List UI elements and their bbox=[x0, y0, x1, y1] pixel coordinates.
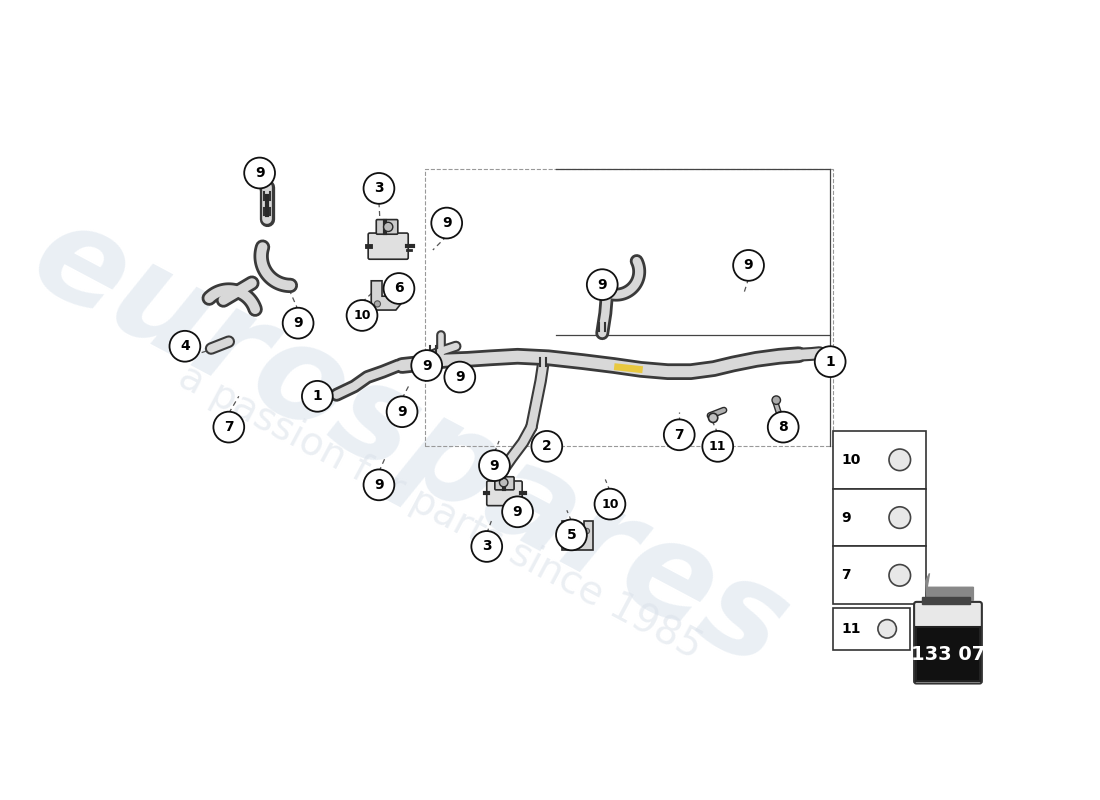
Text: 9: 9 bbox=[442, 216, 451, 230]
Bar bbox=[916, 627, 979, 682]
FancyBboxPatch shape bbox=[486, 481, 522, 506]
Circle shape bbox=[889, 506, 911, 528]
Text: 7: 7 bbox=[674, 428, 684, 442]
Circle shape bbox=[531, 431, 562, 462]
Circle shape bbox=[384, 222, 393, 231]
Text: 3: 3 bbox=[374, 182, 384, 195]
Circle shape bbox=[708, 414, 717, 422]
Bar bbox=[834, 546, 926, 604]
Text: 10: 10 bbox=[353, 309, 371, 322]
Text: 8: 8 bbox=[779, 420, 788, 434]
Text: 11: 11 bbox=[710, 440, 726, 453]
Text: 9: 9 bbox=[455, 370, 464, 384]
Circle shape bbox=[478, 450, 509, 481]
Circle shape bbox=[768, 412, 799, 442]
Text: eurospares: eurospares bbox=[11, 190, 808, 694]
Bar bbox=[425, 169, 834, 446]
Circle shape bbox=[364, 173, 395, 204]
Text: 9: 9 bbox=[490, 458, 499, 473]
Circle shape bbox=[301, 381, 332, 412]
Circle shape bbox=[584, 528, 590, 534]
Circle shape bbox=[364, 470, 395, 500]
Text: a passion for parts since 1985: a passion for parts since 1985 bbox=[173, 358, 708, 666]
FancyBboxPatch shape bbox=[914, 602, 982, 683]
Circle shape bbox=[502, 496, 532, 527]
FancyBboxPatch shape bbox=[376, 219, 398, 234]
Circle shape bbox=[387, 396, 418, 427]
Text: 9: 9 bbox=[294, 316, 302, 330]
Text: 9: 9 bbox=[513, 505, 522, 519]
Text: 5: 5 bbox=[566, 528, 576, 542]
Circle shape bbox=[384, 273, 415, 304]
Text: 9: 9 bbox=[374, 478, 384, 492]
Circle shape bbox=[431, 208, 462, 238]
Text: 3: 3 bbox=[482, 539, 492, 554]
Text: 133 07: 133 07 bbox=[911, 645, 986, 664]
Circle shape bbox=[889, 449, 911, 470]
Bar bbox=[834, 608, 911, 650]
Circle shape bbox=[889, 565, 911, 586]
Circle shape bbox=[815, 346, 846, 377]
Text: 1: 1 bbox=[312, 390, 322, 403]
Text: 9: 9 bbox=[597, 278, 607, 292]
Text: 9: 9 bbox=[744, 258, 754, 272]
Circle shape bbox=[734, 250, 763, 281]
Circle shape bbox=[664, 419, 695, 450]
Circle shape bbox=[557, 519, 587, 550]
Text: 11: 11 bbox=[842, 622, 860, 636]
Circle shape bbox=[772, 396, 781, 404]
FancyBboxPatch shape bbox=[368, 233, 408, 259]
Circle shape bbox=[213, 412, 244, 442]
Circle shape bbox=[169, 331, 200, 362]
Circle shape bbox=[393, 290, 399, 295]
Circle shape bbox=[346, 300, 377, 331]
Text: 10: 10 bbox=[602, 498, 618, 510]
Polygon shape bbox=[562, 521, 593, 550]
Circle shape bbox=[499, 478, 508, 486]
FancyBboxPatch shape bbox=[495, 477, 514, 490]
Circle shape bbox=[587, 270, 618, 300]
Circle shape bbox=[703, 431, 733, 462]
Bar bbox=[834, 489, 926, 546]
Circle shape bbox=[878, 619, 896, 638]
Circle shape bbox=[283, 308, 313, 338]
Text: 4: 4 bbox=[180, 339, 190, 354]
Text: 9: 9 bbox=[422, 358, 431, 373]
Bar bbox=[834, 431, 926, 489]
Text: 1: 1 bbox=[825, 354, 835, 369]
Circle shape bbox=[411, 350, 442, 381]
Polygon shape bbox=[926, 574, 974, 600]
Circle shape bbox=[444, 362, 475, 393]
Circle shape bbox=[472, 531, 502, 562]
Polygon shape bbox=[372, 281, 403, 310]
Text: 6: 6 bbox=[394, 282, 404, 295]
Text: 2: 2 bbox=[542, 439, 552, 454]
Circle shape bbox=[374, 301, 381, 307]
Text: 7: 7 bbox=[224, 420, 233, 434]
Text: 9: 9 bbox=[397, 405, 407, 418]
Polygon shape bbox=[922, 597, 970, 604]
Text: 10: 10 bbox=[842, 453, 860, 467]
Circle shape bbox=[777, 412, 783, 419]
Circle shape bbox=[595, 489, 625, 519]
Circle shape bbox=[244, 158, 275, 188]
Text: 9: 9 bbox=[255, 166, 264, 180]
Circle shape bbox=[565, 542, 571, 547]
Text: 9: 9 bbox=[842, 510, 850, 525]
Text: 7: 7 bbox=[842, 568, 850, 582]
